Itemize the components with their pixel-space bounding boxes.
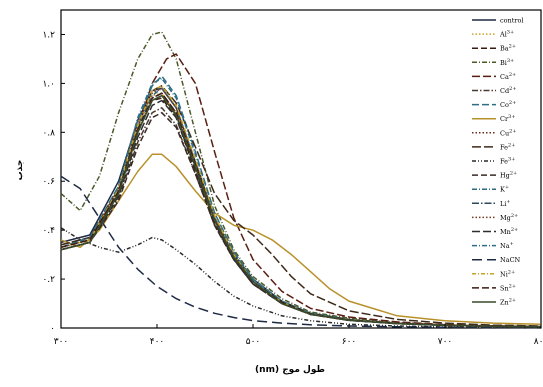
legend: control Al3+ Ba2+ Bi3+ Ca2+ Cd2+ Co2+ Cr3+ Cu2+ F… [472, 17, 523, 307]
x-tick-label: ۳۰۰ [54, 337, 69, 347]
y-tick-label: ۱.۰ [42, 79, 55, 89]
x-tick-label: ۵۰۰ [246, 337, 261, 347]
series-line-1 [60, 92, 542, 328]
x-tick-label: ۷۰۰ [438, 337, 453, 347]
x-tick-label: ۸۰۰ [534, 337, 543, 347]
y-tick-label: ۰.۶ [42, 177, 55, 187]
legend-label: Mn2+ [500, 227, 518, 236]
y-axis-title: جذب [15, 160, 25, 181]
legend-label: Hg2+ [500, 171, 517, 180]
y-axis-ticks: ۰ ۰.۲ ۰.۴ ۰.۶ ۰.۸ ۱.۰ ۱.۲ [42, 30, 65, 334]
series-line-15 [60, 99, 542, 328]
series-line-0 [60, 87, 542, 328]
y-tick-label: ۰.۸ [42, 128, 55, 138]
series-line-18 [60, 85, 542, 328]
series-line-20 [60, 94, 542, 328]
legend-label: Cr3+ [500, 114, 515, 123]
legend-label: Fe3+ [500, 157, 515, 166]
x-tick-label: ۶۰۰ [342, 337, 357, 347]
y-tick-label: ۰.۴ [42, 226, 55, 236]
series-line-13 [60, 94, 542, 328]
legend-label: Cu2+ [500, 128, 517, 137]
series-line-14 [60, 87, 542, 328]
series-line-10 [60, 227, 542, 329]
legend-label: Ca2+ [500, 72, 516, 81]
x-tick-label: ۴۰۰ [150, 337, 165, 347]
legend-label: Bi3+ [500, 58, 514, 67]
series-line-7 [60, 153, 542, 326]
legend-label: Cd2+ [500, 86, 517, 95]
spectra-curves [60, 31, 542, 329]
legend-label: Li+ [500, 199, 511, 208]
legend-label: Sn2+ [500, 283, 516, 292]
series-line-19 [60, 92, 542, 328]
series-line-16 [60, 77, 542, 328]
x-axis-ticks: ۳۰۰ ۴۰۰ ۵۰۰ ۶۰۰ ۷۰۰ ۸۰۰ [54, 324, 543, 347]
legend-label: Mg2+ [500, 213, 518, 222]
legend-label: Ba2+ [500, 44, 516, 53]
legend-label: K+ [500, 185, 509, 194]
series-line-3 [60, 31, 542, 328]
series-line-6 [60, 75, 542, 328]
series-line-9 [60, 85, 542, 327]
y-tick-label: ۱.۲ [42, 30, 55, 40]
plot-frame [60, 9, 542, 329]
series-line-8 [60, 92, 542, 328]
series-line-12 [60, 87, 542, 328]
legend-label: Ni2+ [500, 269, 515, 278]
x-axis-title: طول موج (nm) [255, 365, 325, 375]
legend-label: NaCN [500, 256, 521, 264]
y-tick-label: ۰.۲ [42, 275, 55, 285]
legend-label: Al3+ [499, 30, 514, 39]
legend-label: Co2+ [500, 100, 516, 109]
series-line-17 [60, 175, 542, 329]
legend-label: control [500, 17, 523, 25]
y-tick-label: ۰ [50, 324, 55, 334]
legend-label: Fe2+ [500, 142, 515, 151]
legend-label: Zn2+ [500, 298, 516, 307]
legend-label: Na+ [500, 241, 514, 250]
